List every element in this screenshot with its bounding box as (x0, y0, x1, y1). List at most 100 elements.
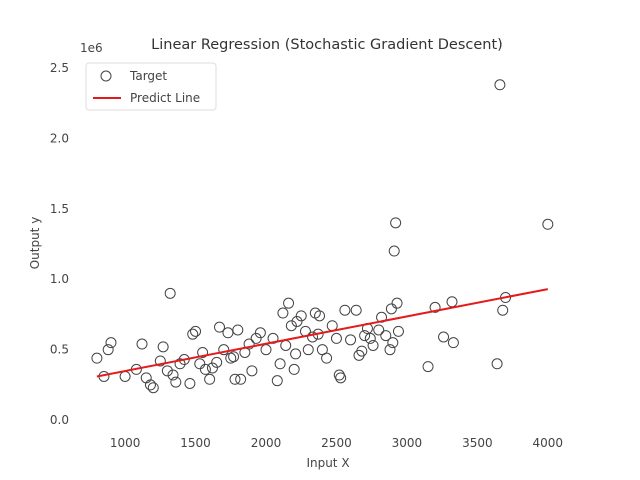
y-tick-label: 0.5 (50, 343, 69, 357)
data-point (136, 338, 148, 350)
data-point (211, 356, 223, 368)
data-point (119, 370, 131, 382)
data-point (447, 337, 459, 349)
data-point (345, 334, 357, 346)
data-point (147, 382, 159, 394)
data-point (102, 344, 114, 356)
predict-line (96, 288, 548, 378)
x-tick-label: 4000 (533, 436, 564, 450)
data-point (274, 358, 286, 370)
data-point (494, 79, 506, 91)
data-point (229, 373, 241, 385)
data-point (388, 245, 400, 257)
data-point (283, 297, 295, 309)
x-tick-label: 3000 (392, 436, 423, 450)
data-point (206, 362, 218, 374)
data-point (218, 344, 230, 356)
data-point (380, 330, 392, 342)
data-point (497, 304, 509, 316)
data-point (246, 365, 258, 377)
data-point (228, 351, 240, 363)
data-point (330, 332, 342, 344)
x-tick-label: 1000 (110, 436, 141, 450)
data-point (260, 344, 272, 356)
data-point (339, 304, 351, 316)
y-axis-ticks: 0.0 0.5 1.0 1.5 2.0 2.5 (50, 61, 69, 427)
x-tick-label: 2000 (251, 436, 282, 450)
y-tick-label: 2.0 (50, 131, 69, 145)
y-tick-label: 0.0 (50, 413, 69, 427)
y-offset-label: 1e6 (80, 41, 103, 55)
data-point (187, 328, 199, 340)
data-point (356, 345, 368, 357)
x-axis-label: Input X (306, 456, 349, 470)
legend-target-marker (100, 70, 112, 82)
data-point (384, 344, 396, 356)
data-point (277, 307, 289, 319)
data-point (199, 363, 211, 375)
data-point (254, 327, 266, 339)
data-point (243, 338, 255, 350)
data-point (422, 361, 434, 373)
legend-target-label: Target (129, 69, 167, 83)
data-point (542, 218, 554, 230)
y-axis-label: Output y (28, 217, 42, 270)
data-point (232, 324, 244, 336)
data-point (438, 331, 450, 343)
data-point (373, 324, 385, 336)
data-point (222, 327, 234, 339)
data-point (174, 358, 186, 370)
data-point (204, 373, 216, 385)
data-point (197, 347, 209, 358)
data-point (491, 358, 503, 370)
data-point (390, 217, 402, 229)
data-point (290, 348, 302, 360)
data-point (291, 316, 303, 327)
data-point (140, 372, 152, 384)
data-point (367, 339, 379, 351)
chart-title: Linear Regression (Stochastic Gradient D… (151, 37, 503, 53)
data-point (302, 344, 314, 356)
y-tick-label: 2.5 (50, 61, 69, 75)
data-point (429, 301, 441, 313)
data-point (190, 325, 202, 337)
data-point (314, 310, 326, 322)
data-point (170, 376, 182, 388)
data-point (295, 310, 307, 322)
legend: Target Predict Line (85, 62, 217, 111)
data-point (387, 337, 399, 349)
data-point (167, 369, 179, 381)
data-point (154, 355, 166, 367)
data-point (105, 337, 117, 349)
x-tick-label: 1500 (180, 436, 211, 450)
data-point (288, 363, 300, 375)
data-point (335, 372, 347, 384)
data-point (144, 379, 156, 391)
data-point (321, 352, 333, 364)
data-point (157, 341, 169, 353)
data-point (271, 375, 283, 387)
y-tick-label: 1.0 (50, 272, 69, 286)
data-point (250, 332, 262, 344)
scatter-points (91, 79, 554, 394)
y-tick-label: 1.5 (50, 202, 69, 216)
data-point (91, 352, 103, 364)
data-point (307, 331, 318, 343)
data-point (391, 297, 403, 309)
data-point (214, 321, 225, 333)
data-point (350, 304, 362, 316)
data-point (184, 378, 196, 389)
data-point (359, 330, 371, 342)
data-point (161, 365, 173, 377)
data-point (385, 303, 397, 315)
data-point (194, 358, 206, 370)
data-point (164, 287, 176, 299)
data-point (280, 339, 292, 351)
data-point (285, 320, 297, 332)
x-tick-label: 3500 (462, 436, 493, 450)
x-tick-label: 2500 (321, 436, 352, 450)
data-point (392, 325, 404, 337)
data-point (364, 332, 376, 344)
data-point (446, 296, 458, 308)
